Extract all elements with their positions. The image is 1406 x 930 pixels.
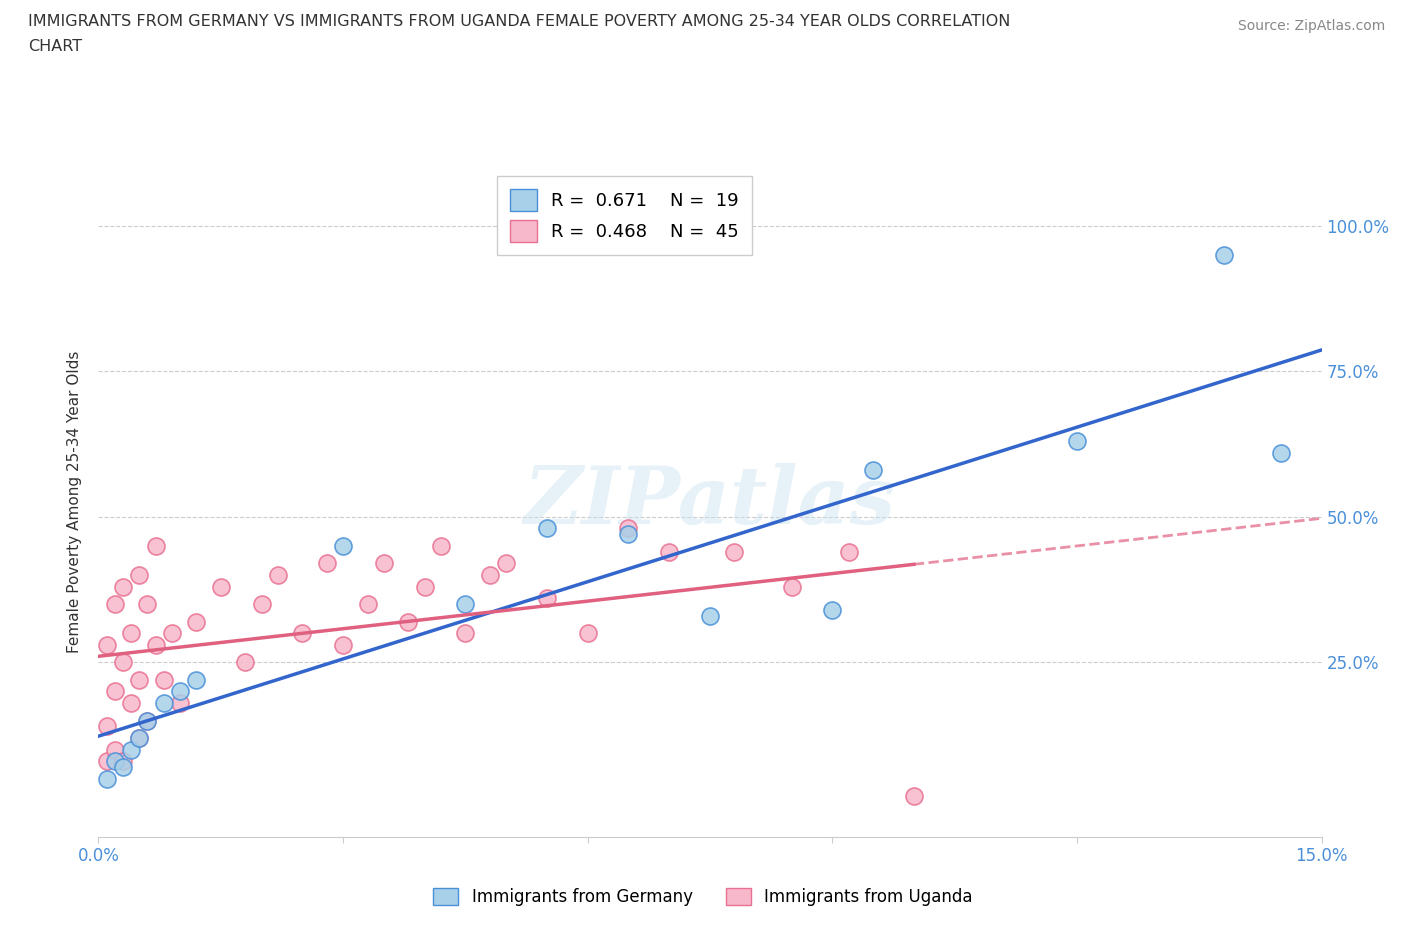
Point — [1270, 445, 1292, 460]
Point — [332, 538, 354, 553]
Point — [233, 655, 256, 670]
Point — [145, 538, 167, 553]
Point — [186, 672, 208, 687]
Point — [315, 556, 337, 571]
Legend: Immigrants from Germany, Immigrants from Uganda: Immigrants from Germany, Immigrants from… — [426, 881, 980, 912]
Point — [1212, 247, 1234, 262]
Point — [413, 579, 436, 594]
Point — [120, 626, 142, 641]
Point — [332, 637, 354, 652]
Point — [128, 731, 150, 746]
Point — [454, 597, 477, 612]
Point — [104, 684, 127, 698]
Point — [454, 626, 477, 641]
Point — [169, 696, 191, 711]
Point — [478, 567, 501, 582]
Point — [96, 754, 118, 769]
Point — [128, 672, 150, 687]
Point — [356, 597, 378, 612]
Point — [96, 719, 118, 734]
Point — [780, 579, 803, 594]
Point — [160, 626, 183, 641]
Point — [617, 526, 640, 541]
Point — [267, 567, 290, 582]
Point — [136, 597, 159, 612]
Point — [152, 696, 174, 711]
Legend: R =  0.671    N =  19, R =  0.468    N =  45: R = 0.671 N = 19, R = 0.468 N = 45 — [498, 177, 752, 255]
Point — [152, 672, 174, 687]
Point — [209, 579, 232, 594]
Point — [862, 463, 884, 478]
Point — [373, 556, 395, 571]
Point — [723, 544, 745, 559]
Point — [291, 626, 314, 641]
Point — [838, 544, 860, 559]
Point — [536, 521, 558, 536]
Point — [111, 579, 134, 594]
Point — [1066, 433, 1088, 448]
Point — [96, 771, 118, 786]
Point — [120, 696, 142, 711]
Point — [576, 626, 599, 641]
Point — [128, 731, 150, 746]
Point — [104, 742, 127, 757]
Text: ZIPatlas: ZIPatlas — [524, 463, 896, 541]
Text: Source: ZipAtlas.com: Source: ZipAtlas.com — [1237, 19, 1385, 33]
Point — [145, 637, 167, 652]
Point — [136, 713, 159, 728]
Point — [104, 754, 127, 769]
Point — [111, 655, 134, 670]
Point — [617, 521, 640, 536]
Point — [699, 608, 721, 623]
Point — [128, 567, 150, 582]
Point — [250, 597, 273, 612]
Text: CHART: CHART — [28, 39, 82, 54]
Text: IMMIGRANTS FROM GERMANY VS IMMIGRANTS FROM UGANDA FEMALE POVERTY AMONG 25-34 YEA: IMMIGRANTS FROM GERMANY VS IMMIGRANTS FR… — [28, 14, 1011, 29]
Point — [104, 597, 127, 612]
Point — [169, 684, 191, 698]
Point — [495, 556, 517, 571]
Point — [136, 713, 159, 728]
Point — [186, 614, 208, 629]
Y-axis label: Female Poverty Among 25-34 Year Olds: Female Poverty Among 25-34 Year Olds — [67, 351, 83, 654]
Point — [111, 754, 134, 769]
Point — [536, 591, 558, 605]
Point — [430, 538, 453, 553]
Point — [658, 544, 681, 559]
Point — [903, 789, 925, 804]
Point — [120, 742, 142, 757]
Point — [821, 603, 844, 618]
Point — [111, 760, 134, 775]
Point — [396, 614, 419, 629]
Point — [96, 637, 118, 652]
